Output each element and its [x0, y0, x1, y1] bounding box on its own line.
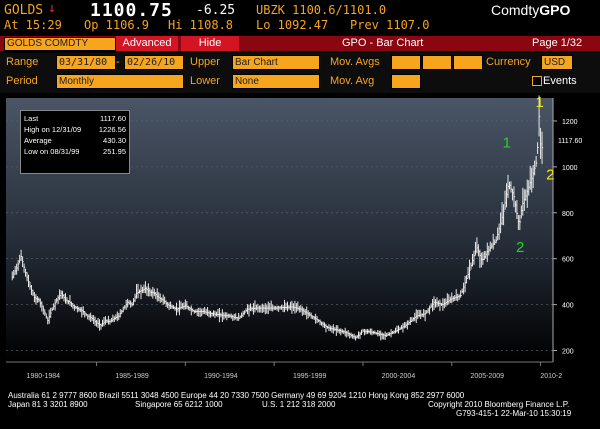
- x-tick-label: 1990-1994: [204, 373, 238, 380]
- mov-avg-input-3[interactable]: [453, 55, 483, 70]
- footer-singapore: Singapore 65 6212 1000: [135, 400, 223, 409]
- chart-annotation: 1: [503, 134, 511, 151]
- upper-select[interactable]: Bar Chart: [232, 55, 320, 70]
- hide-button[interactable]: Hide: [181, 36, 239, 51]
- last-price: 1100.75: [90, 0, 173, 21]
- brand-logo: ComdtyGPO: [491, 2, 570, 18]
- range-label: Range: [6, 56, 39, 68]
- y-tick-label: 1000: [562, 165, 578, 172]
- mov-avg-label: Mov. Avg: [330, 75, 375, 87]
- x-tick-label: 1980-1984: [27, 373, 61, 380]
- brand-suffix: GPO: [539, 2, 571, 18]
- quote-time: At 15:29: [4, 18, 62, 32]
- footer-timestamp: G793-415-1 22-Mar-10 15:30:19: [456, 409, 572, 418]
- period-label: Period: [6, 75, 38, 87]
- bid-ask-quote: UBZK 1100.6/1101.0: [256, 3, 387, 17]
- y-tick-label: 800: [562, 211, 574, 218]
- x-tick-label: 1995-1999: [293, 373, 327, 380]
- upper-label: Upper: [190, 56, 220, 68]
- period-select[interactable]: Monthly: [56, 74, 184, 89]
- y-tick-label: 1200: [562, 119, 578, 126]
- page-indicator[interactable]: Page 1/32: [532, 37, 583, 49]
- lower-select[interactable]: None: [232, 74, 320, 89]
- x-axis-band: [6, 362, 553, 384]
- quote-header: GOLDS ↓ 1100.75 -6.25 UBZK 1100.6/1101.0…: [0, 0, 600, 34]
- stats-value: 1226.56: [98, 125, 126, 134]
- lower-label: Lower: [190, 75, 220, 87]
- chart-controls: Range 03/31/80 - 02/26/10 Upper Bar Char…: [0, 53, 600, 93]
- stats-value: 430.30: [103, 136, 126, 145]
- stats-value: 251.95: [103, 147, 126, 156]
- footer-copyright: Copyright 2010 Bloomberg Finance L.P.: [428, 400, 570, 409]
- x-tick-label: 2005-2009: [471, 373, 505, 380]
- prev-close: Prev 1107.0: [350, 18, 430, 32]
- y-tick-label: 400: [562, 303, 574, 310]
- mov-avg-input-1[interactable]: [391, 55, 421, 70]
- footer-us: U.S. 1 212 318 2000: [262, 400, 336, 409]
- function-title: GPO - Bar Chart: [342, 37, 424, 49]
- mov-avg-input-2[interactable]: [422, 55, 452, 70]
- stats-label: Last: [24, 114, 39, 123]
- stats-box: Last 1117.60 High on 12/31/09 1226.56 Averag…: [20, 110, 130, 174]
- currency-select[interactable]: USD: [541, 55, 573, 70]
- currency-label: Currency: [486, 56, 531, 68]
- footer-japan: Japan 81 3 3201 8900: [8, 400, 88, 409]
- stats-label: Low on 08/31/99: [24, 147, 80, 156]
- footer-contacts-line1: Australia 61 2 9777 8600 Brazil 5511 304…: [8, 391, 465, 400]
- price-change: -6.25: [196, 3, 236, 18]
- range-end-input[interactable]: 02/26/10: [124, 55, 184, 70]
- footer: Australia 61 2 9777 8600 Brazil 5511 304…: [0, 389, 600, 429]
- events-label: Events: [543, 75, 577, 87]
- function-toolbar: GOLDS COMDTY Advanced Hide GPO - Bar Cha…: [0, 36, 600, 51]
- last-value-label: 1117.60: [558, 138, 582, 145]
- stats-row: High on 12/31/09 1226.56: [24, 124, 126, 135]
- stats-label: Average: [24, 136, 52, 145]
- x-tick-label: 1985-1989: [115, 373, 149, 380]
- events-checkbox[interactable]: [532, 76, 542, 86]
- chart-annotation: 1: [536, 94, 544, 111]
- mov-avgs-label: Mov. Avgs: [330, 56, 380, 68]
- y-tick-label: 200: [562, 349, 574, 356]
- stats-row: Low on 08/31/99 251.95: [24, 146, 126, 157]
- last-value-bg: [555, 134, 595, 145]
- range-separator: -: [116, 56, 120, 68]
- stats-row: Last 1117.60: [24, 113, 126, 124]
- range-start-input[interactable]: 03/31/80: [56, 55, 116, 70]
- chart-annotation: 2: [546, 166, 554, 183]
- mov-avg-lower-input[interactable]: [391, 74, 421, 89]
- advanced-button[interactable]: Advanced: [116, 36, 178, 51]
- stats-label: High on 12/31/09: [24, 125, 82, 134]
- stats-row: Average 430.30: [24, 135, 126, 146]
- high-price: Hi 1108.8: [168, 18, 234, 32]
- open-price: Op 1106.9: [84, 18, 150, 32]
- stats-value: 1117.60: [100, 114, 126, 123]
- x-tick-label: 2010-2: [540, 373, 562, 380]
- ticker-symbol[interactable]: GOLDS: [4, 3, 44, 18]
- x-tick-label: 2000-2004: [382, 373, 416, 380]
- low-price: Lo 1092.47: [256, 18, 329, 32]
- security-field[interactable]: GOLDS COMDTY: [4, 37, 116, 51]
- down-arrow-icon: ↓: [48, 1, 56, 16]
- brand-prefix: Comdty: [491, 2, 540, 18]
- chart-annotation: 2: [516, 239, 524, 256]
- y-tick-label: 600: [562, 257, 574, 264]
